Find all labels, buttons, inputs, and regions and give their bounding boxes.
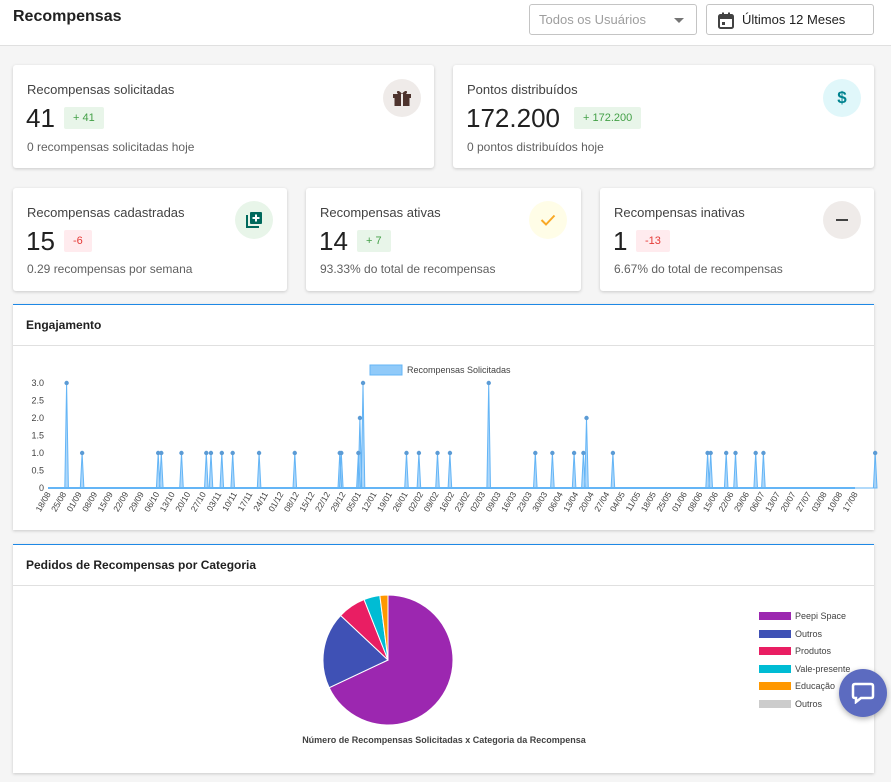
legend-label: Vale-presente [795, 663, 851, 674]
delta-badge: -6 [64, 230, 92, 252]
card-pontos-distribuidos: Pontos distribuídos 172.200 + 172.200 0 … [453, 65, 874, 168]
card-recompensas-cadastradas: Recompensas cadastradas 15 -6 0.29 recom… [13, 188, 287, 291]
legend-swatch [759, 682, 791, 691]
card-value: 41 [26, 103, 55, 133]
divider [13, 345, 874, 346]
date-range-button[interactable]: Últimos 12 Meses [706, 4, 874, 35]
card-value: 14 [319, 226, 348, 256]
gift-icon [383, 79, 421, 117]
category-panel: Pedidos de Recompensas por Categoria [13, 544, 874, 773]
check-icon [529, 201, 567, 239]
delta-badge: -13 [636, 230, 670, 252]
legend-label: Educação [795, 681, 836, 692]
legend-label: Peepi Space [795, 611, 847, 621]
dollar-icon: $ [823, 79, 861, 117]
calendar-icon [718, 12, 734, 29]
card-title: Recompensas inativas [614, 205, 745, 220]
date-range-label: Últimos 12 Meses [742, 12, 846, 27]
delta-badge: + 7 [357, 230, 391, 252]
card-subtitle: 0 recompensas solicitadas hoje [27, 140, 195, 154]
delta-badge: + 172.200 [574, 107, 642, 129]
page-title: Recompensas [13, 8, 122, 25]
card-subtitle: 93.33% do total de recompensas [320, 262, 496, 276]
card-value: 1 [613, 226, 628, 256]
card-recompensas-solicitadas: Recompensas solicitadas 41 + 41 0 recomp… [13, 65, 434, 168]
panel-title: Engajamento [26, 318, 102, 332]
card-title: Recompensas solicitadas [27, 82, 175, 97]
chevron-down-icon [674, 18, 684, 23]
legend-swatch [759, 612, 791, 620]
card-recompensas-inativas: Recompensas inativas 1 -13 6.67% do tota… [600, 188, 874, 291]
user-select-placeholder: Todos os Usuários [539, 12, 646, 27]
panel-title: Pedidos de Recompensas por Categoria [26, 558, 257, 572]
user-select[interactable]: Todos os Usuários [529, 4, 697, 35]
minus-icon [823, 201, 861, 239]
card-title: Recompensas cadastradas [27, 205, 185, 220]
chat-icon [851, 682, 875, 704]
chat-button[interactable] [839, 669, 887, 717]
card-title: Pontos distribuídos [467, 82, 578, 97]
card-title: Recompensas ativas [320, 205, 441, 220]
legend-label: Outros [795, 699, 823, 709]
legend-label: Produtos [795, 646, 832, 657]
legend-swatch [759, 664, 791, 673]
card-subtitle: 0 pontos distribuídos hoje [467, 140, 604, 154]
card-value: 15 [26, 226, 55, 256]
card-subtitle: 6.67% do total de recompensas [614, 262, 783, 276]
top-header: Recompensas Todos os Usuários Últimos 12… [0, 0, 891, 46]
delta-badge: + 41 [64, 107, 104, 129]
card-recompensas-ativas: Recompensas ativas 14 + 7 93.33% do tota… [306, 188, 581, 291]
legend-swatch [759, 700, 791, 708]
legend-swatch [759, 629, 791, 638]
engagement-panel: Engajamento [13, 304, 874, 530]
card-value: 172.200 [466, 103, 560, 133]
divider [13, 585, 874, 586]
legend-swatch [759, 647, 791, 656]
card-subtitle: 0.29 recompensas por semana [27, 262, 193, 276]
library-add-icon [235, 201, 273, 239]
legend-label: Outros [795, 628, 823, 639]
